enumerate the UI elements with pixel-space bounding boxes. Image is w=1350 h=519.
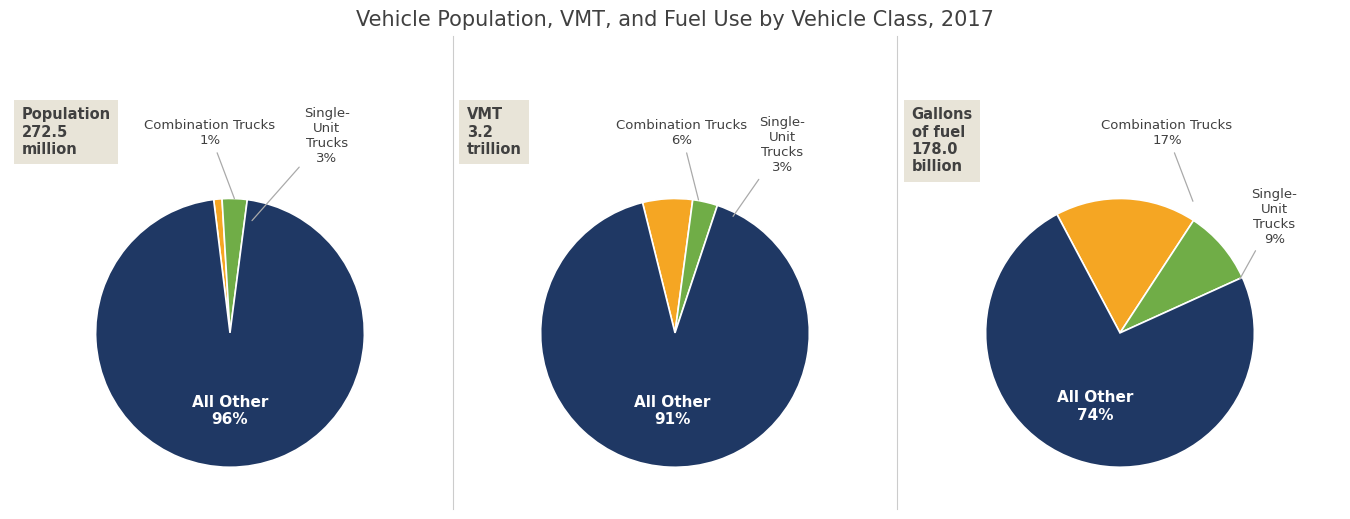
Text: All Other
74%: All Other 74% xyxy=(1057,390,1133,423)
Text: Vehicle Population, VMT, and Fuel Use by Vehicle Class, 2017: Vehicle Population, VMT, and Fuel Use by… xyxy=(356,10,994,31)
Wedge shape xyxy=(221,198,247,333)
Text: All Other
96%: All Other 96% xyxy=(192,394,267,427)
Text: VMT
3.2
trillion: VMT 3.2 trillion xyxy=(467,107,521,157)
Text: Single-
Unit
Trucks
3%: Single- Unit Trucks 3% xyxy=(252,107,350,221)
Text: Gallons
of fuel
178.0
billion: Gallons of fuel 178.0 billion xyxy=(911,107,973,174)
Wedge shape xyxy=(540,202,810,467)
Wedge shape xyxy=(1120,221,1242,333)
Text: Combination Trucks
6%: Combination Trucks 6% xyxy=(616,119,748,200)
Wedge shape xyxy=(643,198,693,333)
Text: Combination Trucks
17%: Combination Trucks 17% xyxy=(1102,119,1233,201)
Text: Population
272.5
million: Population 272.5 million xyxy=(22,107,111,157)
Wedge shape xyxy=(675,200,717,333)
Wedge shape xyxy=(1057,198,1193,333)
Text: All Other
91%: All Other 91% xyxy=(633,394,710,427)
Text: Single-
Unit
Trucks
9%: Single- Unit Trucks 9% xyxy=(1239,187,1297,279)
Wedge shape xyxy=(96,199,364,467)
Wedge shape xyxy=(986,214,1254,467)
Text: Combination Trucks
1%: Combination Trucks 1% xyxy=(144,119,275,199)
Wedge shape xyxy=(213,199,230,333)
Text: Single-
Unit
Trucks
3%: Single- Unit Trucks 3% xyxy=(733,116,806,216)
